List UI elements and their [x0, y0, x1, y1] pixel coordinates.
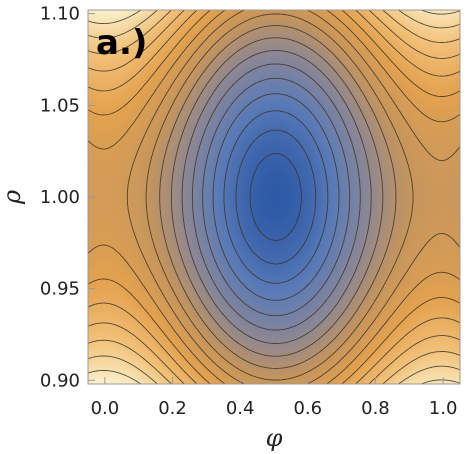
- contour-line: [223, 110, 329, 284]
- contour-lines: [88, 10, 460, 384]
- x-tick-label: 0.8: [361, 398, 390, 419]
- y-axis-label: ρ: [0, 190, 26, 205]
- contour-line: [212, 93, 340, 301]
- contour-line: [170, 37, 384, 357]
- y-axis-ticks: 0.90 0.95 1.00 1.05 1.10: [40, 4, 95, 391]
- contour-line: [88, 10, 460, 384]
- x-tick-label: 0.4: [226, 398, 255, 419]
- contour-line: [181, 50, 372, 344]
- y-tick-label: 1.05: [40, 95, 80, 116]
- x-axis-label: φ: [266, 424, 283, 452]
- contour-line: [249, 153, 302, 241]
- contour-line: [202, 77, 351, 317]
- contour-line: [235, 129, 317, 265]
- y-tick-label: 1.10: [40, 4, 80, 25]
- plot-area: [88, 10, 460, 384]
- contour-line: [126, 10, 460, 384]
- contour-line: [191, 63, 361, 331]
- y-tick-label: 0.95: [40, 279, 80, 300]
- contour-line: [88, 10, 460, 384]
- contour-line: [88, 10, 460, 384]
- panel-label: a.): [96, 23, 147, 63]
- contour-line: [88, 10, 460, 384]
- x-tick-label: 0.6: [293, 398, 322, 419]
- x-axis-ticks: 0.0 0.2 0.4 0.6 0.8 1.0: [91, 377, 458, 419]
- y-tick-label: 0.90: [40, 370, 80, 391]
- x-tick-label: 0.2: [158, 398, 187, 419]
- contour-line: [88, 10, 460, 384]
- y-tick-label: 1.00: [40, 187, 80, 208]
- contour-line: [159, 25, 397, 369]
- x-tick-label: 0.0: [91, 398, 120, 419]
- contour-line: [145, 13, 414, 381]
- contour-line: [88, 10, 460, 384]
- color-field: [88, 10, 460, 384]
- x-tick-label: 1.0: [429, 398, 458, 419]
- contour-line: [88, 10, 460, 384]
